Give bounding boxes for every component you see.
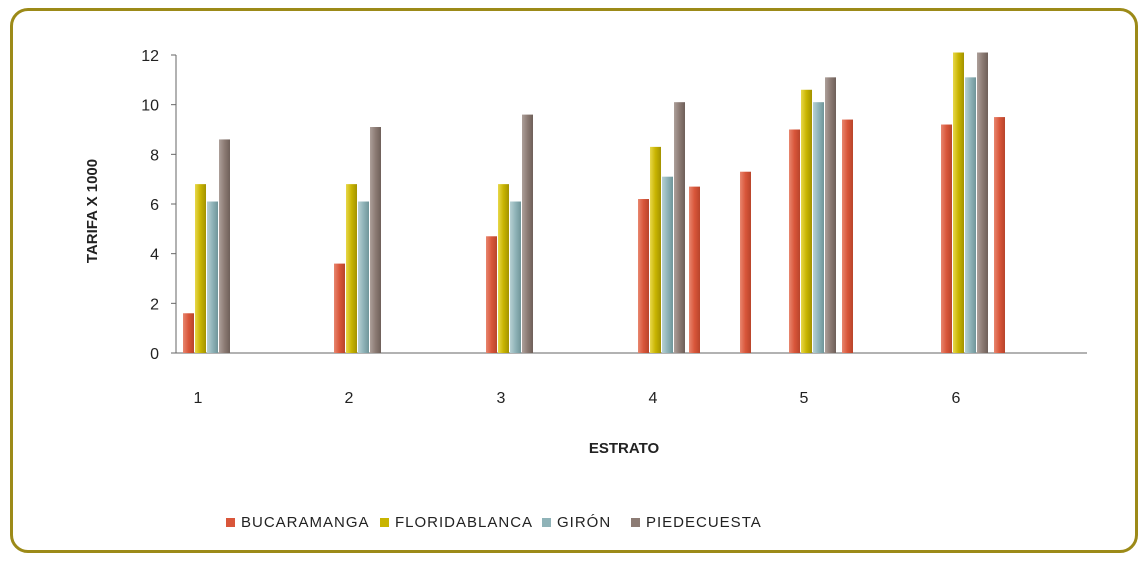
x-axis-label: ESTRATO — [589, 440, 660, 457]
bar — [789, 129, 800, 353]
bar — [219, 139, 230, 353]
legend-swatch — [226, 518, 235, 527]
legend-label: FLORIDABLANCA — [395, 514, 533, 531]
y-tick-label: 0 — [150, 346, 159, 363]
y-tick-label: 2 — [150, 296, 159, 313]
bar — [358, 201, 369, 353]
bar — [510, 201, 521, 353]
bar — [662, 176, 673, 353]
bar — [842, 119, 853, 353]
legend-swatch — [631, 518, 640, 527]
y-tick-label: 4 — [150, 247, 159, 264]
x-tick-label: 2 — [345, 390, 354, 407]
bar — [195, 184, 206, 353]
legend-label: PIEDECUESTA — [646, 514, 762, 531]
bar — [953, 52, 964, 354]
x-tick-label: 3 — [497, 390, 506, 407]
x-ticks: 1 2 3 4 5 6 — [194, 390, 961, 407]
bar — [207, 201, 218, 353]
y-axis-label: TARIFA X 1000 — [84, 159, 101, 263]
legend: BUCARAMANGA FLORIDABLANCA GIRÓN PIEDECUESTA — [226, 514, 762, 531]
bar — [941, 124, 952, 354]
legend-label: GIRÓN — [557, 514, 611, 531]
x-tick-label: 5 — [800, 390, 809, 407]
bar — [689, 186, 700, 353]
bar — [740, 171, 751, 353]
bar — [801, 89, 812, 354]
x-tick-label: 6 — [952, 390, 961, 407]
legend-label: BUCARAMANGA — [241, 514, 370, 531]
legend-swatch — [380, 518, 389, 527]
bar — [346, 184, 357, 353]
bar — [674, 102, 685, 353]
y-tick-label: 10 — [141, 98, 159, 115]
bar — [370, 127, 381, 354]
bar — [650, 146, 661, 353]
bar — [498, 184, 509, 353]
x-tick-label: 1 — [194, 390, 203, 407]
bar — [965, 77, 976, 353]
bar — [638, 199, 649, 353]
bar — [994, 117, 1005, 353]
y-ticks: 0 2 4 6 8 10 12 — [141, 48, 176, 363]
bar — [486, 236, 497, 353]
bars — [183, 52, 1005, 354]
bar — [522, 114, 533, 353]
top-cropped-text — [430, 0, 1148, 8]
y-tick-label: 12 — [141, 48, 159, 65]
bar — [183, 313, 194, 353]
bar — [334, 263, 345, 353]
y-tick-label: 8 — [150, 147, 159, 164]
bar — [813, 102, 824, 353]
x-tick-label: 4 — [649, 390, 658, 407]
y-tick-label: 6 — [150, 197, 159, 214]
legend-swatch — [542, 518, 551, 527]
bar — [825, 77, 836, 353]
bar — [977, 52, 988, 354]
